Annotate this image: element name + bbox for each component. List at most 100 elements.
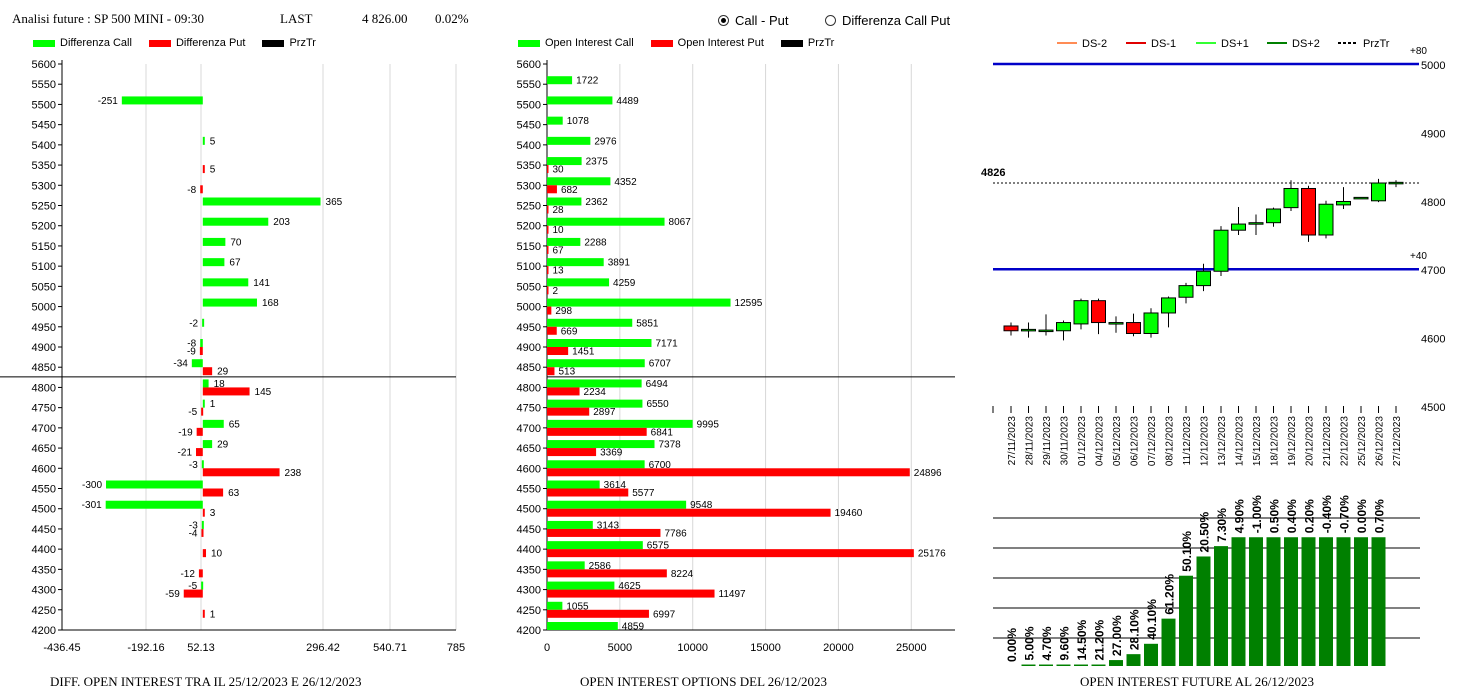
candle-body [1003, 325, 1019, 332]
bar-value-label: 365 [326, 197, 343, 208]
future-bar-label: 40.10% [1145, 599, 1159, 640]
future-bar-label: -1.00% [1250, 495, 1264, 533]
future-bar [1161, 618, 1176, 666]
legend-label: DS+2 [1292, 38, 1320, 50]
y-tick-label: 5050 [32, 281, 56, 293]
oi-call-bar [547, 601, 563, 610]
bar-value-label: 5577 [632, 488, 655, 499]
oi-put-bar [547, 286, 549, 295]
future-bar-label: 0.00% [1005, 628, 1019, 662]
bar-value-label: -21 [178, 448, 193, 459]
oi-put-bar [547, 508, 831, 517]
future-bar [1039, 664, 1053, 666]
candle-body [1196, 270, 1211, 287]
bar-value-label: 6841 [651, 427, 674, 438]
date-label: 18/12/2023 [1270, 416, 1281, 466]
bar-value-label: 6494 [646, 379, 669, 390]
bar-value-label: 3 [210, 508, 216, 519]
bar-value-label: 168 [262, 298, 279, 309]
diff-call-bar [202, 440, 213, 449]
bar-value-label: 1722 [576, 76, 599, 87]
bar-value-label: -300 [82, 480, 102, 491]
x-tick-label: 0 [544, 642, 550, 654]
y-tick-label: 5050 [517, 281, 541, 293]
y-tick-label: 4900 [32, 342, 56, 354]
radio-call-put-label: Call - Put [735, 13, 789, 28]
bar-value-label: 6575 [647, 541, 670, 552]
diff-call-bar [201, 460, 204, 469]
y-tick-label: 5500 [32, 99, 56, 111]
diff-call-bar [202, 419, 224, 428]
legend-swatch-green [33, 39, 55, 47]
y-tick-label: 4400 [32, 544, 56, 556]
bar-value-label: -12 [180, 569, 195, 580]
future-bar-label: 27.00% [1110, 615, 1124, 656]
date-label: 20/12/2023 [1305, 416, 1316, 466]
oi-put-bar [547, 427, 647, 436]
candle-body [1108, 322, 1124, 325]
oi-call-bar [547, 339, 652, 347]
oi-call-bar [547, 581, 615, 590]
ds-line-label: +80 [1410, 46, 1427, 57]
future-bar-label: 0.70% [1373, 499, 1387, 533]
bar-value-label: 6700 [649, 460, 672, 471]
legend-oi-put: Open Interest Put [677, 37, 764, 49]
bar-value-label: 7786 [664, 528, 687, 539]
radio-unselected-icon[interactable] [825, 15, 836, 26]
oi-put-bar [547, 326, 557, 335]
candle-body [1038, 329, 1054, 333]
y-tick-label: 4500 [517, 504, 541, 516]
legend-label: PrzTr [1363, 38, 1390, 50]
oi-put-bar [547, 347, 569, 355]
diff-put-bar [202, 609, 205, 618]
y-tick-label: 4250 [32, 605, 56, 617]
future-bar [1056, 664, 1071, 666]
y-tick-label: 4500 [32, 504, 56, 516]
future-bar-label: 4.90% [1233, 499, 1247, 533]
legend-swatch-green [518, 39, 540, 47]
future-bar-label: 28.10% [1128, 609, 1142, 650]
legend-przt-middle: PrzTr [807, 37, 835, 49]
legend-label: DS-2 [1082, 38, 1107, 50]
diff-put-bar [202, 508, 205, 517]
diff-call-bar [201, 520, 204, 529]
oi-call-bar [547, 520, 593, 529]
diff-put-bar [202, 488, 224, 497]
diff-put-bar [202, 165, 205, 174]
bar-value-label: 65 [229, 419, 241, 430]
y-tick-label: 5150 [517, 241, 541, 253]
radio-diff-call-put[interactable]: Differenza Call Put [825, 13, 950, 28]
radio-call-put[interactable]: Call - Put [718, 13, 788, 28]
oi-call-bar [547, 541, 643, 550]
diff-call-bar [121, 96, 203, 105]
bar-value-label: 8067 [669, 217, 692, 228]
bar-value-label: 4625 [618, 581, 641, 592]
oi-call-bar [547, 359, 645, 368]
bar-value-label: 298 [555, 306, 572, 317]
bar-value-label: -5 [188, 407, 197, 418]
bar-value-label: 1 [210, 399, 216, 410]
bar-value-label: 2976 [594, 136, 617, 147]
future-bar-label: -0.40% [1320, 495, 1334, 533]
oi-call-bar [547, 116, 563, 125]
y-tick-label: 4350 [517, 564, 541, 576]
diff-call-bar [202, 258, 225, 267]
footer-left: DIFF. OPEN INTEREST TRA IL 25/12/2023 E … [50, 674, 362, 689]
y-tick-label: 4950 [517, 322, 541, 334]
future-bar-label: 0.40% [1285, 499, 1299, 533]
radio-selected-icon[interactable] [718, 15, 729, 26]
diff-put-bar [198, 569, 203, 578]
y-tick-label: 5550 [517, 79, 541, 91]
bar-value-label: -3 [189, 460, 198, 471]
bar-value-label: 1055 [566, 601, 589, 612]
y-tick-label: 4850 [517, 362, 541, 374]
diff-call-bar [202, 318, 205, 327]
legend-oi-call: Open Interest Call [545, 37, 634, 49]
future-bar-label: 0.00% [1355, 499, 1369, 533]
y-tick-label: 4800 [517, 382, 541, 394]
bar-value-label: 10 [553, 225, 565, 236]
diff-call-bar [202, 278, 249, 287]
y-tick-label: 4700 [32, 423, 56, 435]
y-tick-label: 5150 [32, 241, 56, 253]
bar-value-label: 6550 [646, 399, 669, 410]
